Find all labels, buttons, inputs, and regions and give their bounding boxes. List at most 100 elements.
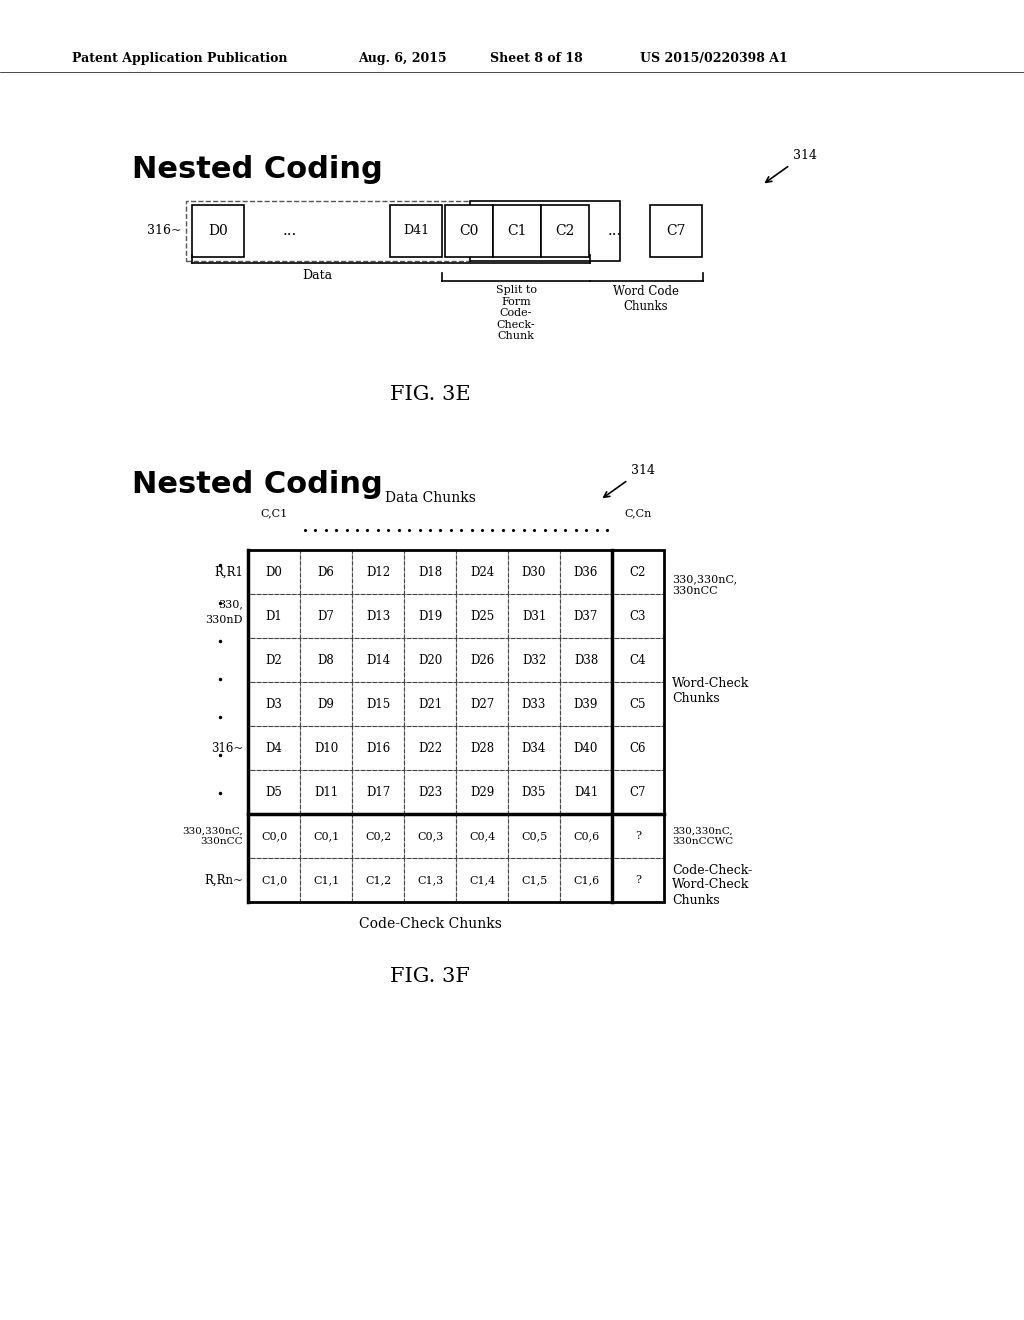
Bar — [248, 726, 300, 770]
Bar — [508, 814, 560, 858]
Text: 314: 314 — [793, 149, 817, 162]
Text: C2: C2 — [630, 565, 646, 578]
Text: C0,0: C0,0 — [261, 832, 287, 841]
Bar — [560, 594, 612, 638]
Text: Data: Data — [302, 269, 332, 282]
Text: C0: C0 — [460, 224, 478, 238]
Bar — [612, 550, 664, 594]
Bar — [404, 814, 456, 858]
Text: D28: D28 — [470, 742, 494, 755]
Bar — [248, 814, 300, 858]
Bar — [508, 638, 560, 682]
Text: D11: D11 — [314, 785, 338, 799]
Text: 330,330nC,
330nCC: 330,330nC, 330nCC — [672, 574, 737, 597]
Text: D22: D22 — [418, 742, 442, 755]
Text: D9: D9 — [317, 697, 335, 710]
Bar — [456, 594, 508, 638]
Bar — [456, 814, 508, 858]
Bar — [560, 550, 612, 594]
Text: D4: D4 — [265, 742, 283, 755]
Bar — [612, 814, 664, 858]
Bar — [248, 682, 300, 726]
Text: C2: C2 — [555, 224, 574, 238]
Text: D16: D16 — [366, 742, 390, 755]
Text: D18: D18 — [418, 565, 442, 578]
Text: C1,2: C1,2 — [365, 875, 391, 884]
Bar — [300, 770, 352, 814]
Text: D33: D33 — [522, 697, 546, 710]
Bar — [404, 594, 456, 638]
Text: D20: D20 — [418, 653, 442, 667]
Text: D39: D39 — [573, 697, 598, 710]
Bar — [248, 550, 300, 594]
Text: C0,3: C0,3 — [417, 832, 443, 841]
Text: D41: D41 — [402, 224, 429, 238]
Text: D30: D30 — [522, 565, 546, 578]
Text: C1,3: C1,3 — [417, 875, 443, 884]
Text: D38: D38 — [573, 653, 598, 667]
Text: D23: D23 — [418, 785, 442, 799]
Bar — [352, 858, 404, 902]
Bar — [612, 682, 664, 726]
Bar — [470, 201, 620, 261]
Bar — [456, 770, 508, 814]
Bar — [404, 726, 456, 770]
Bar — [390, 205, 442, 257]
Text: D41: D41 — [573, 785, 598, 799]
Text: C0,5: C0,5 — [521, 832, 547, 841]
Bar — [404, 682, 456, 726]
Text: D34: D34 — [522, 742, 546, 755]
Text: C1: C1 — [507, 224, 526, 238]
Text: C0,6: C0,6 — [572, 832, 599, 841]
Bar — [560, 638, 612, 682]
Text: D0: D0 — [265, 565, 283, 578]
Bar — [508, 726, 560, 770]
Text: C7: C7 — [667, 224, 686, 238]
Bar — [193, 205, 244, 257]
Text: D0: D0 — [208, 224, 228, 238]
Text: 316~: 316~ — [211, 742, 243, 755]
Text: C1,6: C1,6 — [572, 875, 599, 884]
Text: Sheet 8 of 18: Sheet 8 of 18 — [490, 51, 583, 65]
Text: 330,330nC,
330nCCWC: 330,330nC, 330nCCWC — [672, 826, 733, 846]
Text: Patent Application Publication: Patent Application Publication — [72, 51, 288, 65]
Text: Word-Check
Chunks: Word-Check Chunks — [672, 677, 750, 705]
Text: Code-Check-
Word-Check
Chunks: Code-Check- Word-Check Chunks — [672, 863, 753, 907]
Bar — [560, 858, 612, 902]
Text: ?: ? — [635, 875, 641, 884]
Bar — [352, 814, 404, 858]
Text: D6: D6 — [317, 565, 335, 578]
Text: D1: D1 — [265, 610, 283, 623]
Bar — [300, 814, 352, 858]
Bar — [300, 550, 352, 594]
Text: D24: D24 — [470, 565, 495, 578]
Text: D25: D25 — [470, 610, 495, 623]
Text: D26: D26 — [470, 653, 495, 667]
Bar — [508, 770, 560, 814]
Text: 330,: 330, — [218, 599, 243, 609]
Text: D8: D8 — [317, 653, 335, 667]
Text: FIG. 3F: FIG. 3F — [390, 968, 470, 986]
Text: C7: C7 — [630, 785, 646, 799]
Text: D37: D37 — [573, 610, 598, 623]
Text: C0,1: C0,1 — [313, 832, 339, 841]
Text: ...: ... — [283, 224, 297, 238]
Text: US 2015/0220398 A1: US 2015/0220398 A1 — [640, 51, 787, 65]
Text: C0,2: C0,2 — [365, 832, 391, 841]
Bar — [300, 682, 352, 726]
Text: D19: D19 — [418, 610, 442, 623]
Bar — [650, 205, 702, 257]
Bar — [493, 205, 541, 257]
Text: C1,5: C1,5 — [521, 875, 547, 884]
Bar — [456, 638, 508, 682]
Text: C3: C3 — [630, 610, 646, 623]
Bar — [352, 770, 404, 814]
Text: D35: D35 — [522, 785, 546, 799]
Text: C1,0: C1,0 — [261, 875, 287, 884]
Text: Code-Check Chunks: Code-Check Chunks — [358, 917, 502, 931]
Bar — [612, 638, 664, 682]
Text: Nested Coding: Nested Coding — [132, 470, 383, 499]
Text: C,C1: C,C1 — [260, 508, 288, 517]
Text: R,R1: R,R1 — [214, 565, 243, 578]
Bar — [352, 726, 404, 770]
